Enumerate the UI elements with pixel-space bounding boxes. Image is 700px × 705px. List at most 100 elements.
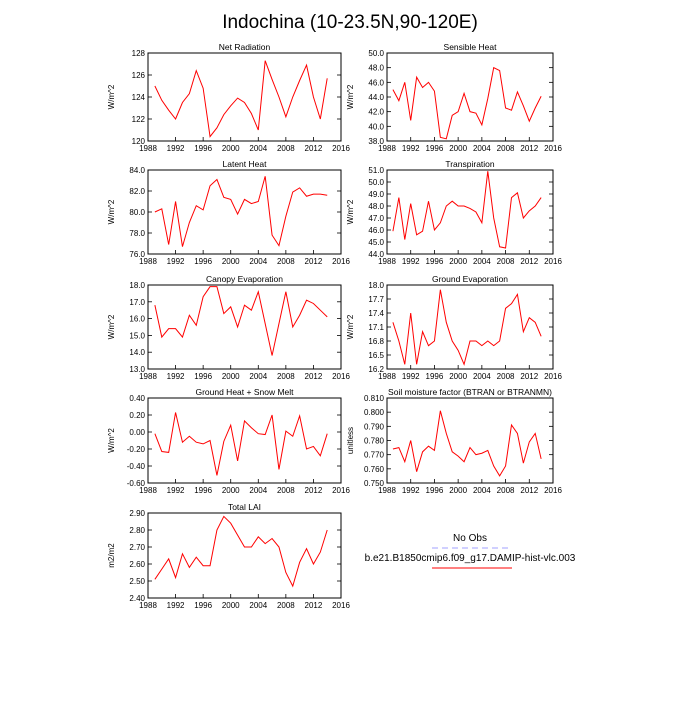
y-tick-label: 18.0 xyxy=(129,281,145,290)
y-tick-label: 0.770 xyxy=(364,451,385,460)
panel-title: Soil moisture factor (BTRAN or BTRANMN) xyxy=(388,387,552,397)
x-tick-label: 1988 xyxy=(139,486,157,495)
y-tick-label: 44.0 xyxy=(368,93,384,102)
panel-title: Ground Evaporation xyxy=(432,274,508,284)
x-tick-label: 2004 xyxy=(249,257,267,266)
y-axis-label: W/m^2 xyxy=(346,314,355,339)
y-tick-label: 76.0 xyxy=(129,250,145,259)
y-tick-label: -0.20 xyxy=(127,445,146,454)
x-tick-label: 1992 xyxy=(402,486,420,495)
x-tick-label: 2016 xyxy=(332,257,350,266)
data-line xyxy=(392,289,542,366)
y-tick-label: 18.0 xyxy=(368,281,384,290)
data-line xyxy=(154,515,328,588)
y-tick-label: 78.0 xyxy=(129,229,145,238)
x-tick-label: 2008 xyxy=(497,257,515,266)
y-tick-label: 120 xyxy=(132,137,146,146)
y-axis-label: W/m^2 xyxy=(346,199,355,224)
x-tick-label: 2016 xyxy=(332,372,350,381)
x-tick-label: 2000 xyxy=(449,486,467,495)
x-tick-label: 2004 xyxy=(473,144,491,153)
y-tick-label: 50.0 xyxy=(368,178,384,187)
x-tick-label: 2000 xyxy=(222,486,240,495)
x-tick-label: 2008 xyxy=(497,486,515,495)
data-line xyxy=(392,410,542,477)
x-tick-label: 2012 xyxy=(305,486,323,495)
y-tick-label: 0.760 xyxy=(364,465,385,474)
x-tick-label: 2004 xyxy=(473,257,491,266)
x-tick-label: 2016 xyxy=(544,257,562,266)
y-axis-label: unitless xyxy=(346,427,355,454)
y-tick-label: 124 xyxy=(132,93,146,102)
x-tick-label: 2016 xyxy=(332,601,350,610)
y-axis-label: m2/m2 xyxy=(107,543,116,568)
x-tick-label: 1992 xyxy=(402,257,420,266)
x-tick-label: 2016 xyxy=(544,144,562,153)
data-line xyxy=(392,66,542,140)
x-tick-label: 1988 xyxy=(139,257,157,266)
x-tick-label: 1996 xyxy=(194,601,212,610)
plot-frame xyxy=(386,52,554,142)
panel-title: Ground Heat + Snow Melt xyxy=(195,387,294,397)
y-axis-label: W/m^2 xyxy=(107,199,116,224)
x-tick-label: 2012 xyxy=(305,601,323,610)
y-tick-label: 122 xyxy=(132,115,146,124)
y-tick-label: 16.2 xyxy=(368,365,384,374)
plot-frame xyxy=(386,169,554,255)
y-tick-label: 2.90 xyxy=(129,509,145,518)
y-tick-label: 0.790 xyxy=(364,422,385,431)
y-tick-label: 2.50 xyxy=(129,577,145,586)
x-tick-label: 1996 xyxy=(426,372,444,381)
y-tick-label: 48.0 xyxy=(368,202,384,211)
plot-frame xyxy=(147,284,342,370)
x-tick-label: 2008 xyxy=(497,372,515,381)
plot-frame xyxy=(386,397,554,484)
panel-title: Net Radiation xyxy=(219,42,271,52)
y-tick-label: 16.8 xyxy=(368,337,384,346)
data-line xyxy=(154,176,328,247)
plot-frame xyxy=(147,397,342,484)
legend-label: b.e21.B1850cmip6.f09_g17.DAMIP-hist-vlc.… xyxy=(365,553,576,564)
y-tick-label: -0.60 xyxy=(127,479,146,488)
x-tick-label: 2012 xyxy=(305,257,323,266)
x-tick-label: 2000 xyxy=(449,144,467,153)
y-tick-label: 47.0 xyxy=(368,214,384,223)
x-tick-label: 2004 xyxy=(249,144,267,153)
y-tick-label: 17.0 xyxy=(129,298,145,307)
panel-title: Total LAI xyxy=(228,502,261,512)
data-line xyxy=(154,412,328,476)
legend-label: No Obs xyxy=(453,533,487,544)
figure-title: Indochina (10-23.5N,90-120E) xyxy=(222,12,478,33)
y-tick-label: 15.0 xyxy=(129,331,145,340)
x-tick-label: 2000 xyxy=(222,372,240,381)
y-tick-label: 2.70 xyxy=(129,543,145,552)
x-tick-label: 2004 xyxy=(473,372,491,381)
x-tick-label: 1992 xyxy=(402,144,420,153)
x-tick-label: 1996 xyxy=(194,372,212,381)
y-axis-label: W/m^2 xyxy=(107,84,116,109)
y-tick-label: -0.40 xyxy=(127,462,146,471)
x-tick-label: 2012 xyxy=(305,372,323,381)
x-tick-label: 2012 xyxy=(305,144,323,153)
y-tick-label: 48.0 xyxy=(368,64,384,73)
y-tick-label: 2.80 xyxy=(129,526,145,535)
x-tick-label: 2000 xyxy=(222,144,240,153)
x-tick-label: 2012 xyxy=(520,486,538,495)
x-tick-label: 1988 xyxy=(378,144,396,153)
y-tick-label: 50.0 xyxy=(368,49,384,58)
y-tick-label: 44.0 xyxy=(368,250,384,259)
x-tick-label: 1996 xyxy=(194,144,212,153)
plot-frame xyxy=(147,52,342,142)
y-tick-label: 40.0 xyxy=(368,122,384,131)
x-tick-label: 1988 xyxy=(378,486,396,495)
data-line xyxy=(154,286,328,356)
x-tick-label: 1996 xyxy=(426,257,444,266)
x-tick-label: 1992 xyxy=(167,601,185,610)
panel-title: Sensible Heat xyxy=(444,42,498,52)
x-tick-label: 2012 xyxy=(520,372,538,381)
y-tick-label: 0.00 xyxy=(129,428,145,437)
x-tick-label: 2008 xyxy=(277,486,295,495)
x-tick-label: 2016 xyxy=(544,486,562,495)
x-tick-label: 1992 xyxy=(167,372,185,381)
x-tick-label: 1996 xyxy=(194,257,212,266)
